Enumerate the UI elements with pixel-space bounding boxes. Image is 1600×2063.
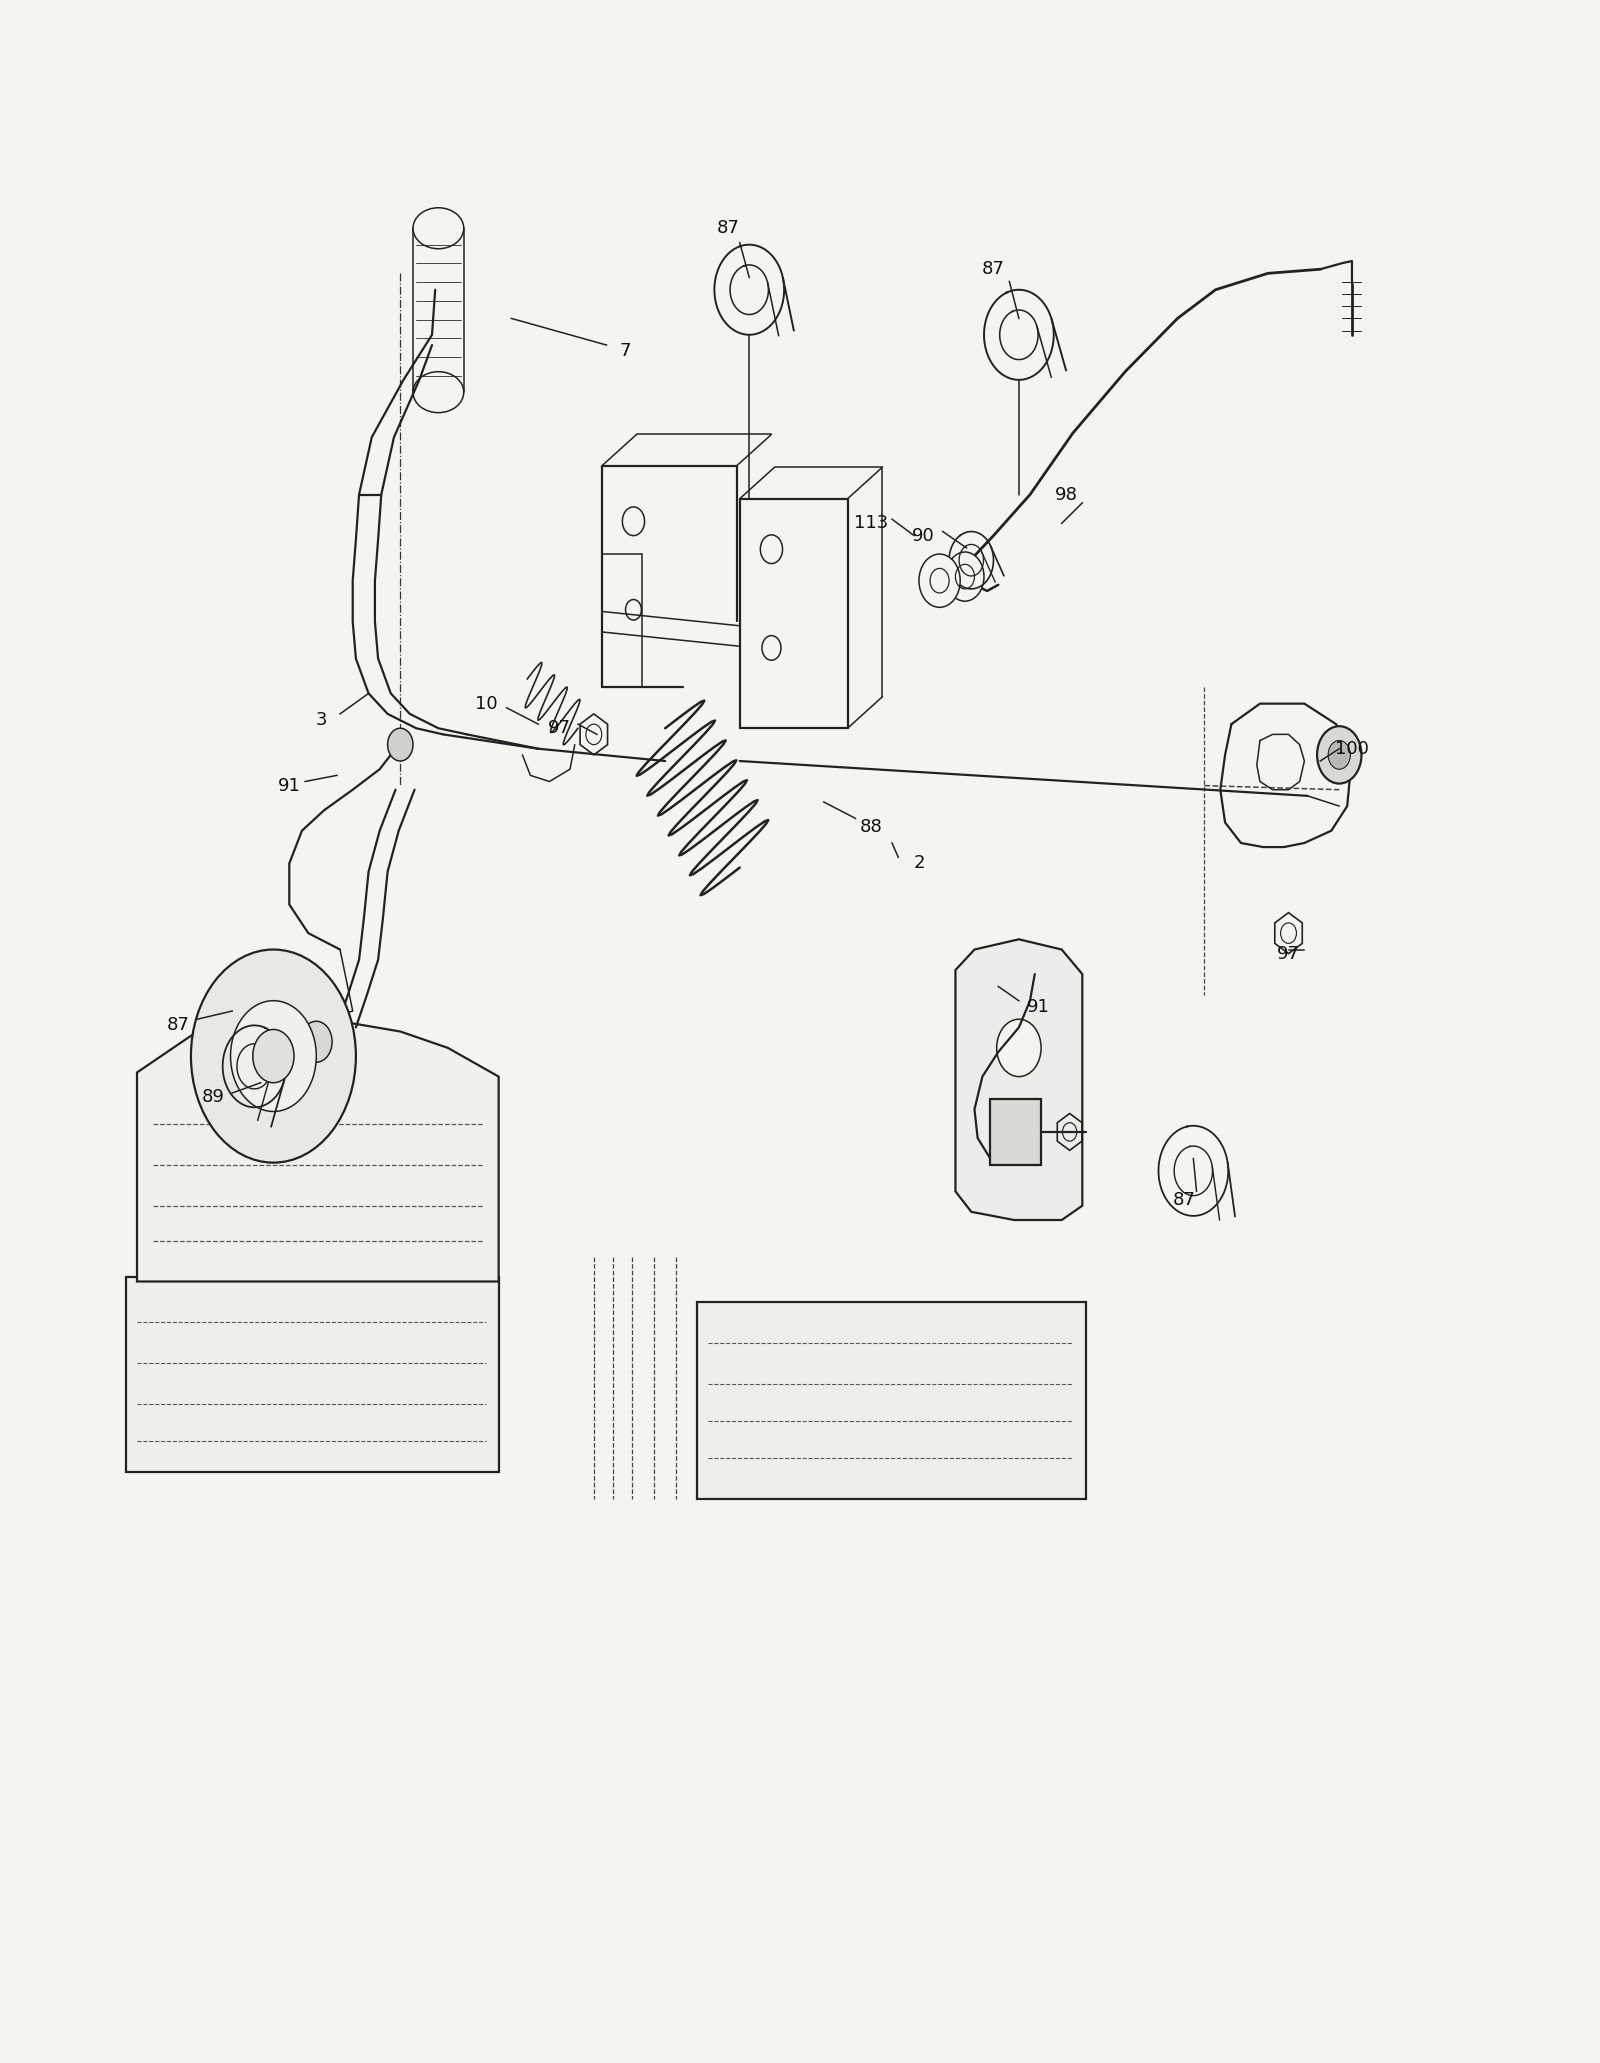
Text: 100: 100 (1334, 741, 1370, 757)
Text: 91: 91 (1027, 998, 1050, 1015)
Text: 10: 10 (475, 695, 498, 712)
Text: 2: 2 (914, 854, 925, 873)
Text: 90: 90 (912, 526, 934, 545)
Text: 91: 91 (278, 776, 301, 794)
Circle shape (1317, 726, 1362, 784)
Text: 3: 3 (315, 712, 326, 728)
Text: 7: 7 (619, 342, 632, 361)
Text: 87: 87 (982, 260, 1005, 279)
Polygon shape (138, 1011, 499, 1281)
Polygon shape (990, 1100, 1042, 1166)
Polygon shape (126, 1277, 499, 1473)
Circle shape (253, 1029, 294, 1083)
Circle shape (997, 1019, 1042, 1077)
Circle shape (387, 728, 413, 761)
Circle shape (301, 1021, 333, 1062)
Text: 87: 87 (166, 1017, 190, 1034)
Circle shape (190, 949, 355, 1164)
Polygon shape (698, 1302, 1085, 1498)
Text: 98: 98 (1054, 485, 1078, 503)
Text: 87: 87 (717, 219, 741, 237)
Text: 88: 88 (861, 817, 883, 836)
Polygon shape (955, 939, 1082, 1219)
Text: 87: 87 (1173, 1190, 1195, 1209)
Text: 97: 97 (1277, 945, 1301, 963)
Circle shape (918, 555, 960, 607)
Text: 113: 113 (854, 514, 888, 532)
Text: 97: 97 (547, 720, 571, 736)
Circle shape (1003, 1110, 1035, 1151)
Circle shape (230, 1001, 317, 1112)
Text: 89: 89 (202, 1087, 224, 1106)
Circle shape (946, 553, 984, 600)
Circle shape (1328, 741, 1350, 769)
